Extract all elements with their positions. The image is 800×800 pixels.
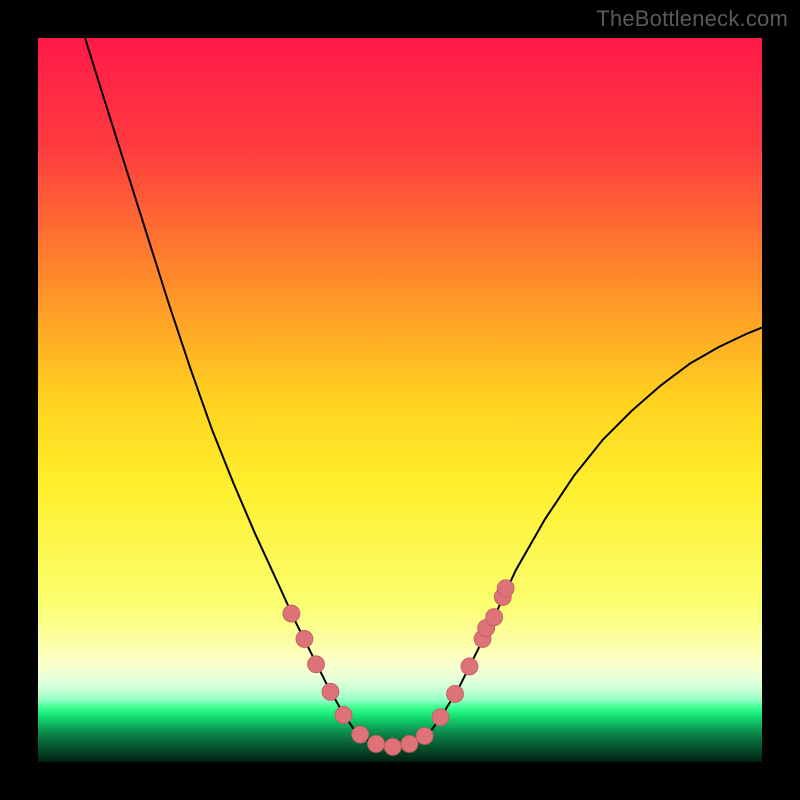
data-marker	[283, 605, 300, 622]
data-marker	[308, 656, 325, 673]
data-marker	[296, 630, 313, 647]
data-marker	[486, 609, 503, 626]
data-marker	[447, 685, 464, 702]
data-marker	[352, 726, 369, 743]
data-marker	[335, 706, 352, 723]
watermark-text: TheBottleneck.com	[596, 6, 788, 32]
data-marker	[497, 580, 514, 597]
chart-svg	[0, 0, 800, 800]
data-marker	[461, 658, 478, 675]
data-marker	[432, 709, 449, 726]
data-marker	[401, 735, 418, 752]
data-marker	[322, 683, 339, 700]
data-marker	[368, 735, 385, 752]
plot-background	[38, 38, 762, 762]
data-marker	[384, 738, 401, 755]
data-marker	[416, 727, 433, 744]
bottleneck-chart: TheBottleneck.com	[0, 0, 800, 800]
